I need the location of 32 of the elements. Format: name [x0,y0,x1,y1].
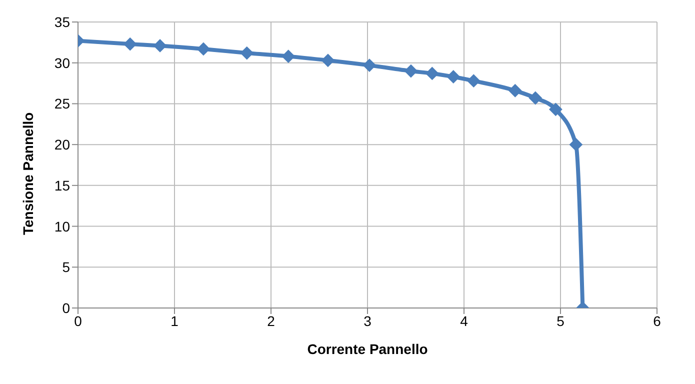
point [124,38,137,51]
point [240,46,254,60]
y-tick-label: 30 [54,54,70,71]
point [569,138,582,152]
point [446,70,460,84]
y-tick-label: 35 [54,14,70,30]
x-tick-label: 1 [170,312,179,329]
point [154,39,167,52]
point [321,54,334,67]
x-tick-label: 6 [653,312,662,329]
y-tick-label: 10 [54,218,70,234]
y-tick-label: 5 [62,259,70,276]
point [426,66,439,80]
y-tick-label: 20 [54,136,70,153]
point [467,74,480,88]
point [508,84,522,98]
y-axis-title: Tensione Pannello [20,112,36,235]
point [549,102,562,116]
point [528,91,542,104]
x-axis-title: Corrente Pannello [307,341,428,357]
x-tick-label: 2 [267,312,276,329]
y-tick-label: 25 [54,96,70,112]
x-tick-label: 5 [556,312,565,329]
y-tick-label: 0 [62,300,70,316]
point [362,58,376,72]
point [404,64,418,78]
y-tick-label: 15 [54,177,70,194]
x-tick-label: 4 [460,312,468,329]
x-tick-label: 3 [364,312,372,329]
point [196,42,210,56]
point [282,50,295,63]
x-tick-label: 0 [74,312,82,329]
